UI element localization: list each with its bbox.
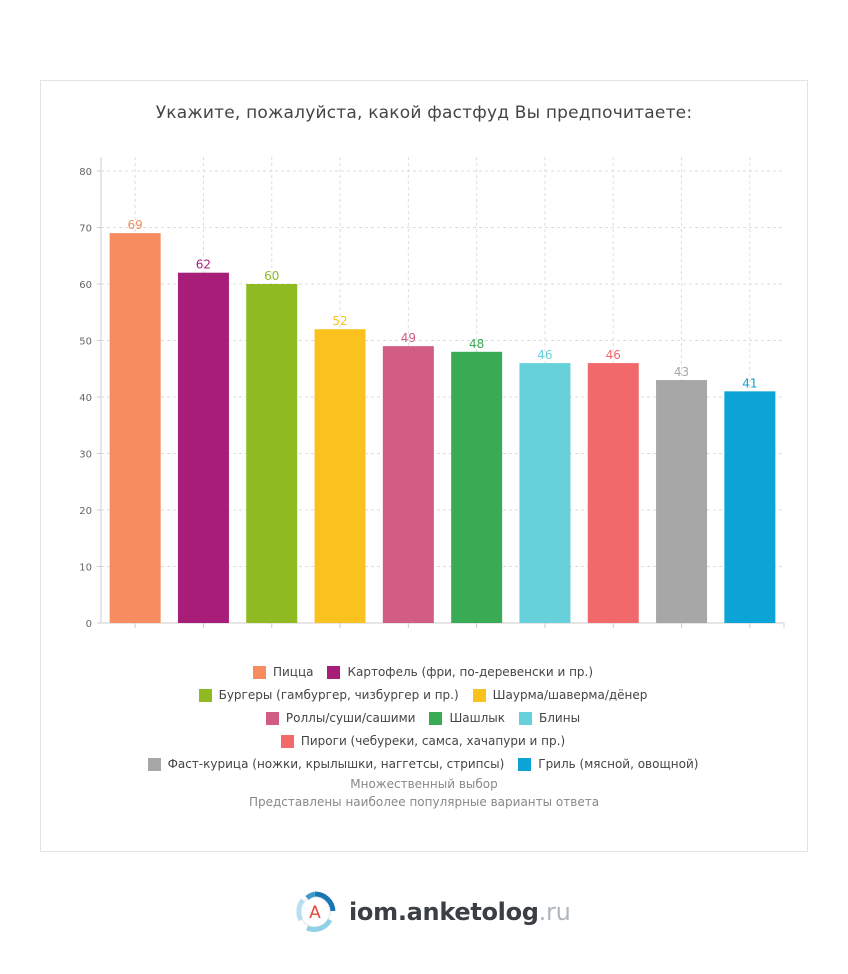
bar-value-label: 49: [401, 331, 416, 345]
legend-item[interactable]: Бургеры (гамбургер, чизбургер и пр.): [198, 687, 459, 703]
bar[interactable]: [246, 284, 298, 623]
bar-value-label: 52: [332, 314, 347, 328]
bar[interactable]: [109, 233, 161, 623]
bar-value-label: 60: [264, 269, 279, 283]
legend-swatch: [147, 757, 161, 771]
footnote-popular-answers: Представлены наиболее популярные вариант…: [248, 795, 600, 809]
bar-layer: [109, 233, 776, 623]
bar[interactable]: [451, 351, 503, 623]
legend-swatch: [280, 734, 294, 748]
bar-value-label: 69: [128, 218, 143, 232]
bar[interactable]: [724, 391, 776, 623]
y-tick-label: 10: [79, 563, 92, 574]
legend-swatch: [252, 665, 266, 679]
legend-item[interactable]: Фаст-курица (ножки, крылышки, наггетсы, …: [147, 756, 505, 772]
legend-item[interactable]: Картофель (фри, по-деревенски и пр.): [327, 664, 593, 680]
legend-label: Пицца: [272, 665, 314, 679]
y-tick-label: 40: [79, 393, 92, 404]
bar-value-label: 62: [196, 258, 211, 272]
y-tick-label: 50: [79, 337, 92, 348]
legend-item[interactable]: Роллы/суши/сашими: [265, 710, 416, 726]
legend-item[interactable]: Пицца: [252, 664, 314, 680]
legend-item[interactable]: Гриль (мясной, овощной): [518, 756, 698, 772]
y-tick-label: 0: [86, 619, 92, 630]
brand-name: iom.anketolog.ru: [349, 898, 571, 926]
bar-value-label: 41: [742, 376, 757, 390]
footnote-multiple-choice: Множественный выбор: [350, 777, 498, 791]
legend-swatch: [518, 757, 532, 771]
bar[interactable]: [314, 329, 366, 623]
bar-value-label: 48: [469, 337, 484, 351]
bar[interactable]: [656, 380, 708, 623]
chart-legend: Пицца Картофель (фри, по-деревенски и пр.…: [40, 664, 806, 772]
legend-label: Блины: [539, 711, 581, 725]
data-label-layer: 69 62 60 52 49 48 46 46 43 41: [128, 218, 758, 390]
legend-swatch: [472, 688, 486, 702]
bar[interactable]: [587, 363, 639, 623]
bar-value-label: 43: [674, 365, 689, 379]
logo-letter: A: [309, 903, 321, 923]
legend-label: Шаурма/шаверма/дёнер: [492, 688, 648, 702]
chart-title: Укажите, пожалуйста, какой фастфуд Вы пр…: [155, 103, 693, 123]
legend-swatch: [429, 711, 443, 725]
bar-value-label: 46: [606, 348, 621, 362]
legend-swatch: [327, 665, 341, 679]
legend-swatch: [265, 711, 279, 725]
legend-label: Гриль (мясной, овощной): [538, 757, 699, 771]
legend-label: Бургеры (гамбургер, чизбургер и пр.): [218, 688, 459, 702]
legend-label: Роллы/суши/сашими: [285, 711, 416, 725]
legend-label: Картофель (фри, по-деревенски и пр.): [347, 665, 594, 679]
legend-label: Пироги (чебуреки, самса, хачапури и пр.): [300, 734, 566, 748]
legend-label: Шашлык: [449, 711, 506, 725]
bar[interactable]: [382, 346, 434, 623]
brand-logo[interactable]: A iom.anketolog.ru: [293, 890, 571, 934]
bar-value-label: 46: [537, 348, 552, 362]
legend-item[interactable]: Шашлык: [429, 710, 505, 726]
y-tick-label: 60: [79, 280, 92, 291]
legend-swatch: [198, 688, 212, 702]
bar[interactable]: [177, 272, 229, 623]
legend-label: Фаст-курица (ножки, крылышки, наггетсы, …: [167, 757, 505, 771]
legend-item[interactable]: Блины: [519, 710, 580, 726]
anketolog-logo-icon: A: [296, 891, 336, 932]
y-tick-label: 20: [79, 506, 92, 517]
legend-item[interactable]: Пироги (чебуреки, самса, хачапури и пр.): [280, 733, 566, 749]
legend-swatch: [519, 711, 533, 725]
y-tick-label: 80: [79, 167, 92, 178]
legend-item[interactable]: Шаурма/шаверма/дёнер: [472, 687, 648, 703]
y-tick-label: 30: [79, 450, 92, 461]
y-tick-label: 70: [79, 224, 92, 235]
bar[interactable]: [519, 363, 571, 623]
